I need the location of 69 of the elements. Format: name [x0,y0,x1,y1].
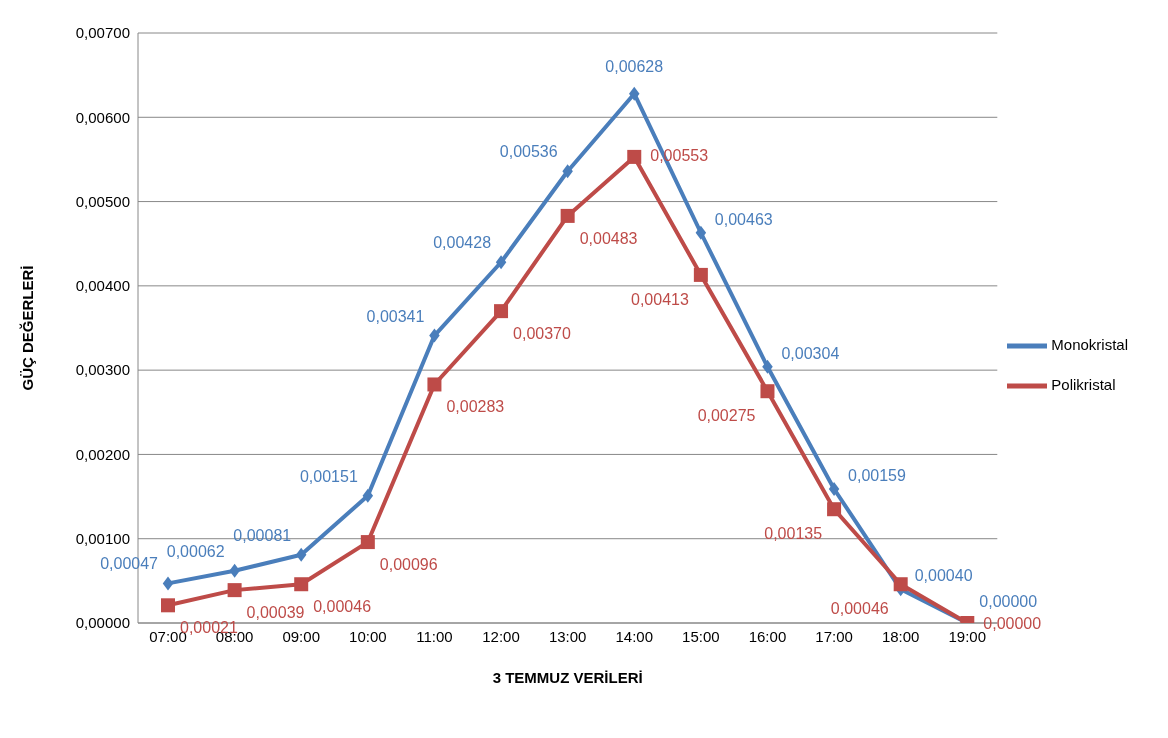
y-tick-label: 0,00600 [75,108,130,126]
point [695,225,707,240]
data-label: 0,00135 [764,525,823,543]
x-tick-label: 14:00 [615,627,654,645]
point [360,535,375,550]
point [495,255,507,270]
data-label: 0,00483 [579,229,638,247]
data-label: 0,00046 [313,598,372,616]
data-label: 0,00304 [781,344,840,362]
x-tick-label: 11:00 [416,627,453,645]
data-label: 0,00463 [714,210,773,228]
data-label: 0,00283 [446,398,505,416]
data-label: 0,00040 [914,567,973,585]
point [295,547,307,562]
data-label: 0,00081 [233,526,292,544]
data-label: 0,00062 [166,542,225,560]
data-label: 0,00341 [366,307,425,325]
point [828,481,840,496]
data-label: 0,00000 [983,615,1042,632]
y-tick-label: 0,00700 [75,24,130,42]
y-tick-label: 0,00500 [75,192,130,210]
data-label: 0,00370 [513,325,571,343]
y-tick-label: 0,00000 [75,614,130,632]
data-label: 0,00628 [605,57,664,75]
y-tick-label: 0,00400 [75,277,130,295]
y-tick-label: 0,00300 [75,361,130,379]
x-tick-label: 09:00 [282,627,320,645]
x-tick-label: 10:00 [349,627,387,645]
y-tick-label: 0,00200 [75,445,130,463]
data-label: 0,00039 [246,604,305,622]
legend-label: Monokristal [1051,335,1128,353]
x-tick-label: 18:00 [881,627,920,645]
point [294,577,309,592]
point [762,359,773,374]
data-label: 0,00151 [299,467,358,485]
point [362,488,374,503]
point [162,576,174,591]
x-tick-label: 12:00 [482,627,520,645]
point [494,304,509,319]
x-tick-label: 13:00 [548,627,587,645]
data-label: 0,00000 [979,593,1038,610]
point [227,583,242,598]
point [827,502,842,517]
data-label: 0,00046 [830,600,889,618]
point [161,598,175,613]
y-tick-label: 0,00100 [75,530,130,548]
x-axis-title: 3 TEMMUZ VERİLERİ [492,669,643,686]
x-tick-label: 17:00 [815,627,853,645]
point [229,563,240,578]
data-label: 0,00275 [697,407,756,425]
point [893,577,908,592]
data-label: 0,00413 [631,290,689,308]
data-label: 0,00536 [499,143,558,161]
x-tick-label: 15:00 [682,627,720,645]
point [429,328,440,343]
legend-label: Polikristal [1051,375,1116,393]
x-tick-label: 16:00 [748,627,787,645]
point [629,86,640,101]
point [427,377,442,392]
data-label: 0,00428 [433,234,492,252]
data-label: 0,00096 [379,556,438,574]
data-label: 0,00047 [100,555,159,573]
point [760,384,775,399]
point [627,149,642,164]
data-label: 0,00159 [848,466,907,484]
point [693,267,708,282]
point [562,164,573,179]
point [560,208,575,223]
y-axis-title: GÜÇ DEĞERLERİ [19,265,37,391]
